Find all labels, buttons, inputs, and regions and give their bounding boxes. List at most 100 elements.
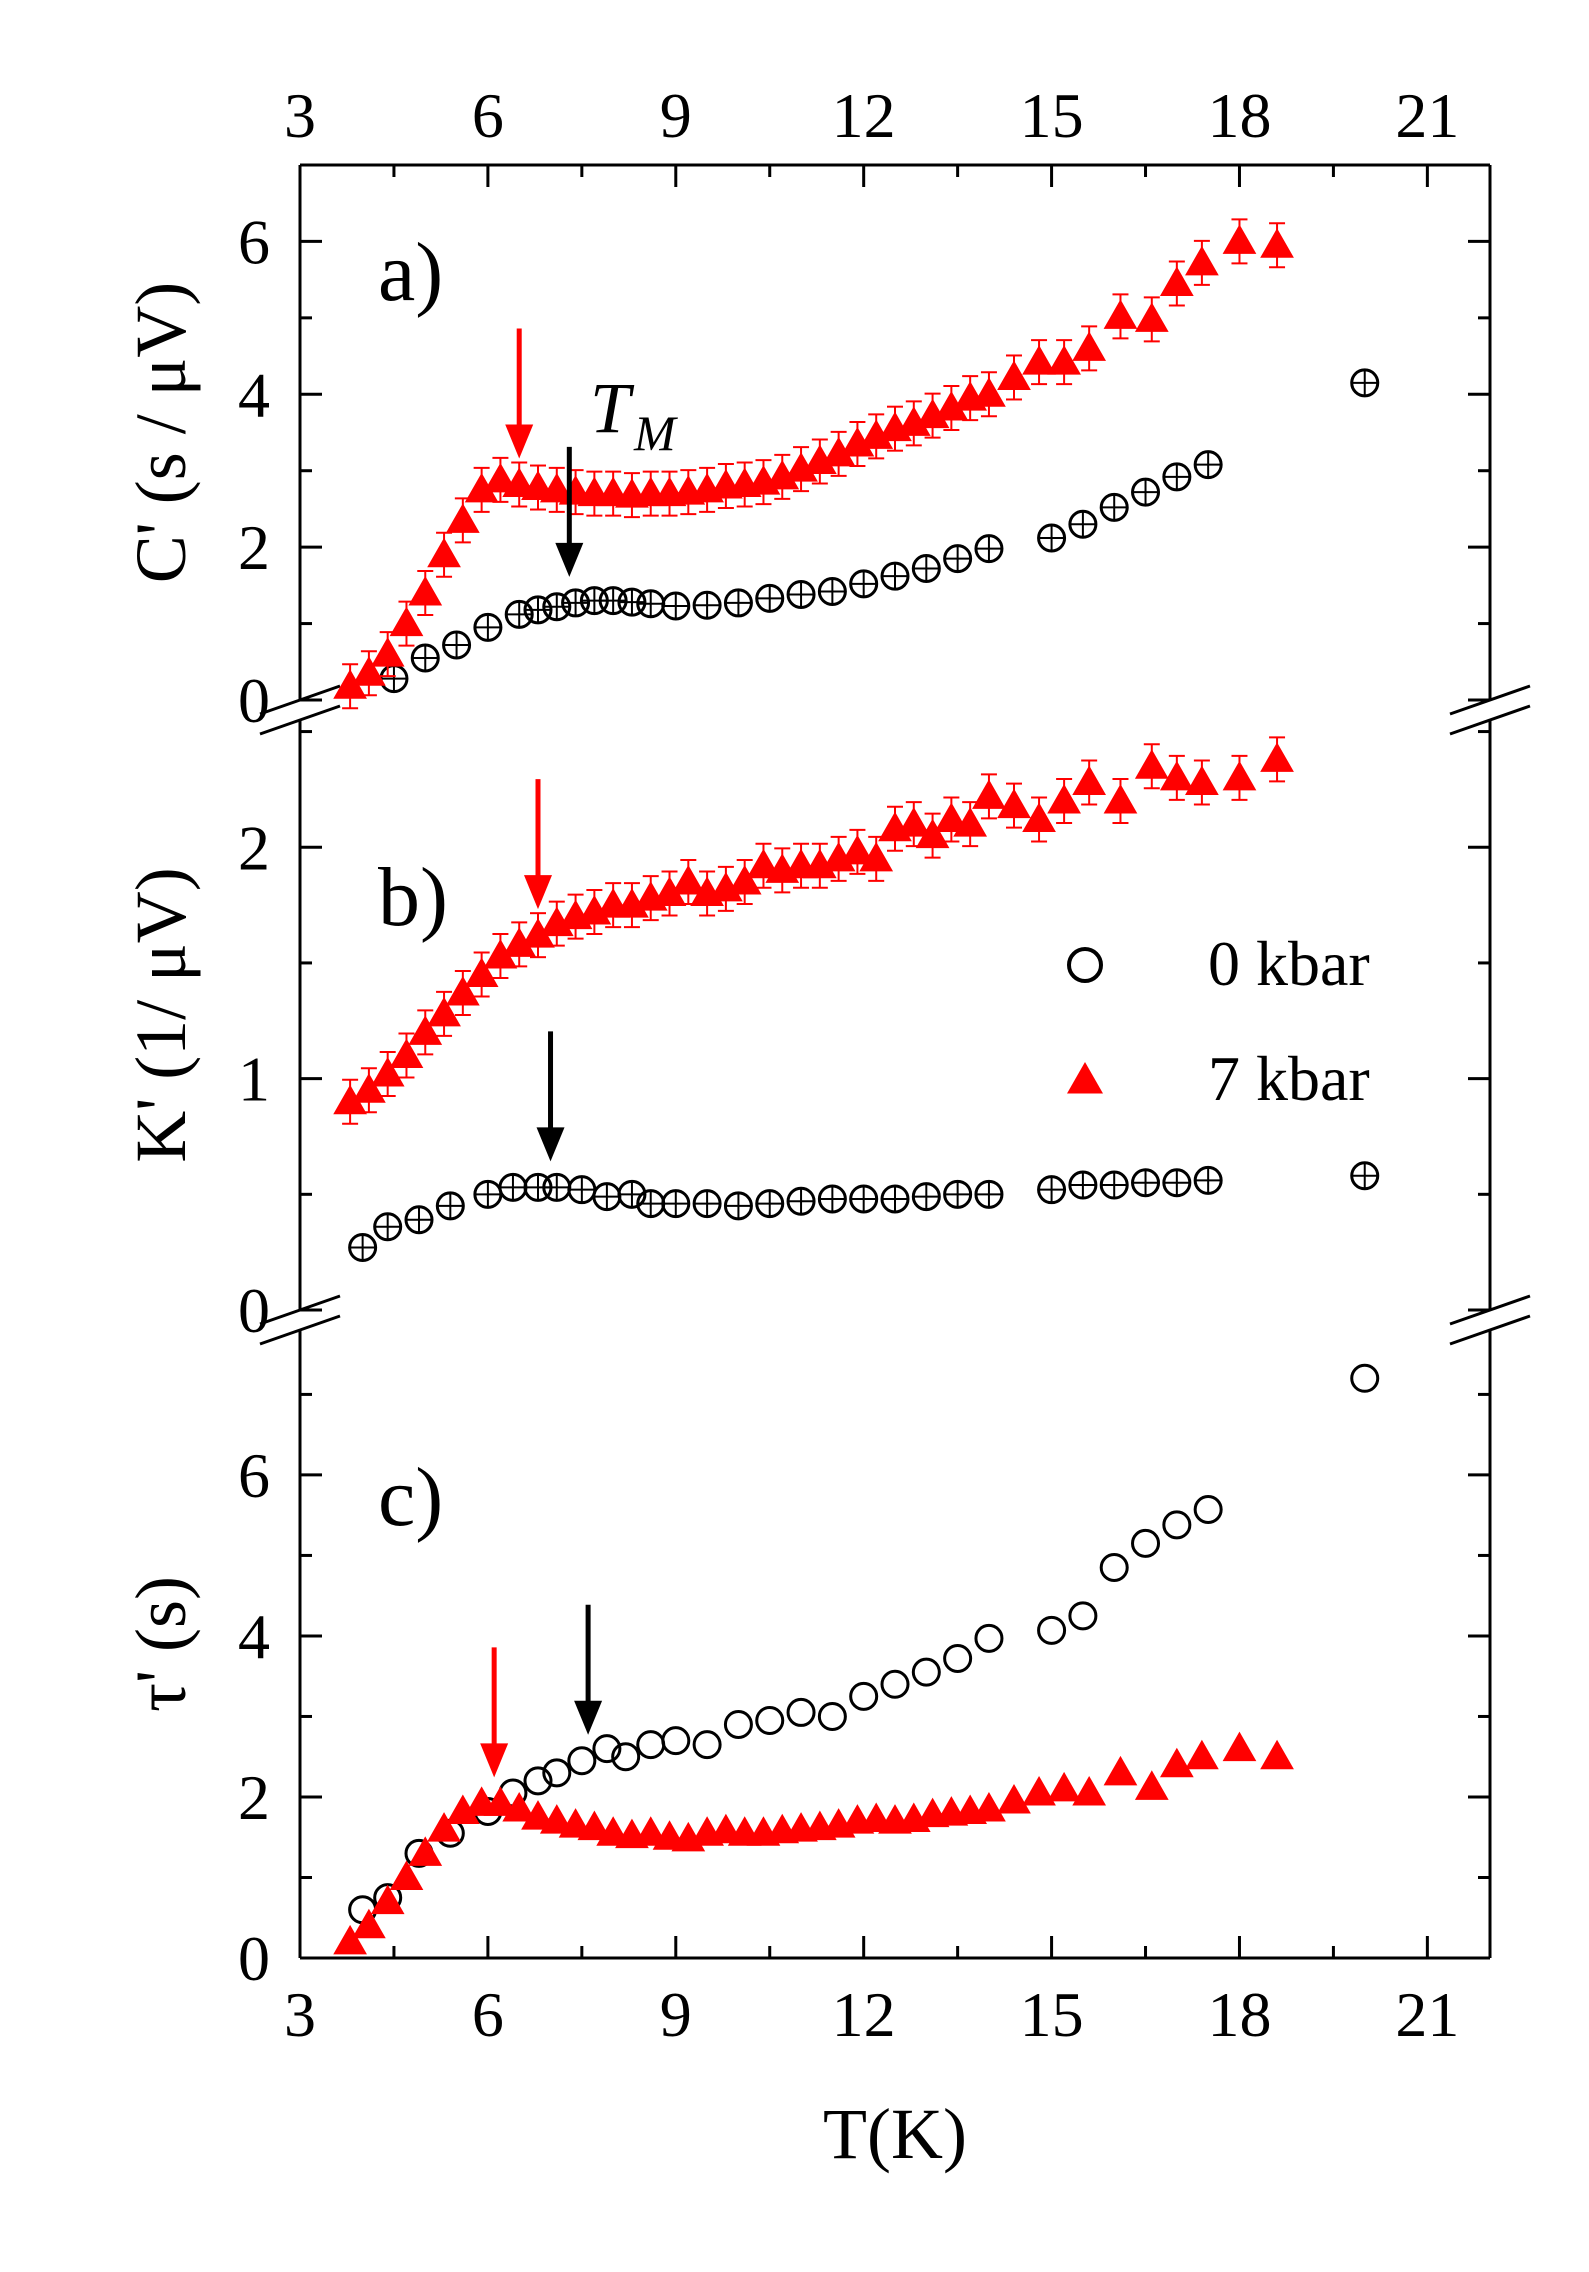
- y-tick-label-c: 6: [238, 1440, 270, 1511]
- x-tick-label-bottom: 6: [472, 1979, 504, 2050]
- panel-letter-b: b): [378, 851, 448, 944]
- annotation-tm: T: [590, 368, 635, 448]
- data-point-0kbar: [542, 1758, 572, 1788]
- data-point-7kbar: [502, 1792, 537, 1822]
- x-tick-label-bottom: 18: [1207, 1979, 1271, 2050]
- legend-label: 0 kbar: [1208, 928, 1370, 999]
- data-point-7kbar: [1222, 1731, 1257, 1762]
- data-point-7kbar: [445, 976, 480, 1006]
- data-point-0kbar: [1131, 1528, 1161, 1558]
- data-point-7kbar: [633, 1816, 668, 1846]
- axis-break-mark-right-2-0: [1449, 1294, 1531, 1326]
- data-point-7kbar: [972, 1792, 1006, 1822]
- data-point-0kbar: [661, 1726, 691, 1756]
- y-tick-label-c: 0: [238, 1923, 270, 1994]
- data-point-7kbar: [1222, 760, 1257, 791]
- x-tick-label-top: 15: [1020, 80, 1084, 151]
- data-point-7kbar: [1022, 1775, 1056, 1806]
- x-tick-label-top: 6: [472, 80, 504, 151]
- data-point-7kbar: [727, 864, 762, 895]
- data-point-0kbar: [523, 1766, 553, 1796]
- data-point-7kbar: [972, 779, 1006, 809]
- data-point-7kbar: [1159, 266, 1194, 296]
- y-tick-label-a: 4: [238, 359, 270, 430]
- data-point-7kbar: [427, 537, 461, 568]
- data-point-7kbar: [746, 848, 781, 879]
- panel-letter-c: c): [378, 1451, 443, 1544]
- axis-break-mark-right-1-1: [1449, 704, 1531, 736]
- data-point-0kbar: [849, 1681, 879, 1711]
- x-tick-label-bottom: 3: [284, 1979, 316, 2050]
- data-point-7kbar: [1022, 345, 1056, 375]
- data-point-7kbar: [953, 807, 988, 837]
- y-tick-label-a: 2: [238, 512, 270, 583]
- axis-break-mark-right-1-0: [1449, 684, 1531, 716]
- data-point-7kbar: [333, 1924, 367, 1955]
- data-point-0kbar: [611, 1742, 641, 1772]
- data-point-7kbar: [1047, 783, 1081, 814]
- data-point-0kbar: [1068, 1601, 1098, 1631]
- x-tick-label-bottom: 15: [1020, 1979, 1084, 2050]
- data-point-7kbar: [1222, 224, 1257, 254]
- data-point-0kbar: [817, 1701, 847, 1731]
- data-point-7kbar: [539, 1804, 574, 1834]
- data-point-7kbar: [1103, 1755, 1138, 1786]
- data-point-0kbar: [974, 1623, 1004, 1653]
- data-point-7kbar: [408, 575, 443, 606]
- x-tick-label-bottom: 21: [1395, 1979, 1459, 2050]
- data-point-0kbar: [592, 1734, 622, 1764]
- data-point-7kbar: [352, 1908, 386, 1939]
- data-point-7kbar: [1260, 1739, 1294, 1770]
- axis-break-mark-left-1-1: [259, 704, 341, 736]
- data-point-0kbar: [567, 1746, 597, 1776]
- x-tick-label-bottom: 9: [660, 1979, 692, 2050]
- data-point-7kbar: [1260, 228, 1294, 258]
- data-point-0kbar: [1099, 1553, 1129, 1583]
- axis-break-mark-left-2-1: [259, 1314, 341, 1346]
- data-point-7kbar: [389, 606, 424, 637]
- data-point-7kbar: [408, 1836, 443, 1866]
- annotation-tm-subscript: M: [633, 405, 678, 461]
- data-point-7kbar: [1185, 245, 1219, 276]
- data-point-7kbar: [370, 1884, 405, 1915]
- transition-arrow-c-p0-head: [574, 1700, 603, 1735]
- data-point-0kbar: [755, 1705, 785, 1735]
- data-point-7kbar: [934, 802, 969, 832]
- data-point-7kbar: [1185, 765, 1219, 795]
- x-tick-label-top: 18: [1207, 80, 1271, 151]
- data-point-7kbar: [352, 656, 386, 686]
- y-tick-label-b: 0: [238, 1275, 270, 1346]
- frame-layer: [298, 163, 1492, 1960]
- x-tick-label-top: 12: [832, 80, 896, 151]
- data-point-0kbar: [1193, 1495, 1223, 1525]
- data-point-7kbar: [1134, 302, 1169, 332]
- data-point-7kbar: [1047, 1771, 1081, 1802]
- data-point-7kbar: [370, 637, 405, 667]
- axis-break-layer: [259, 684, 1531, 1346]
- data-point-7kbar: [427, 996, 461, 1027]
- y-tick-label-b: 2: [238, 812, 270, 883]
- transition-arrow-a-p7-head: [505, 424, 534, 459]
- y-tick-label-c: 2: [238, 1762, 270, 1833]
- axis-break-mark-right-2-1: [1449, 1314, 1531, 1346]
- panel-letter-a: a): [378, 226, 443, 319]
- legend-marker-0kbar: [1067, 947, 1103, 983]
- data-point-7kbar: [1159, 1747, 1194, 1778]
- y-axis-title-c: τ' (s): [121, 1576, 201, 1712]
- transition-arrow-b-p7-head: [524, 875, 552, 910]
- data-point-0kbar: [636, 1730, 666, 1760]
- data-point-7kbar: [1159, 760, 1194, 791]
- data-point-7kbar: [1047, 345, 1081, 375]
- data-point-7kbar: [370, 1056, 405, 1087]
- data-point-7kbar: [1185, 1739, 1219, 1770]
- data-point-0kbar: [1037, 1615, 1067, 1645]
- data-point-0kbar: [1162, 1510, 1192, 1540]
- y-tick-label-b: 1: [238, 1044, 270, 1115]
- data-point-7kbar: [997, 360, 1031, 390]
- data-point-7kbar: [464, 957, 499, 988]
- transition-arrow-b-p0-head: [536, 1127, 565, 1162]
- data-point-7kbar: [1072, 765, 1107, 795]
- y-tick-label-a: 0: [238, 665, 270, 736]
